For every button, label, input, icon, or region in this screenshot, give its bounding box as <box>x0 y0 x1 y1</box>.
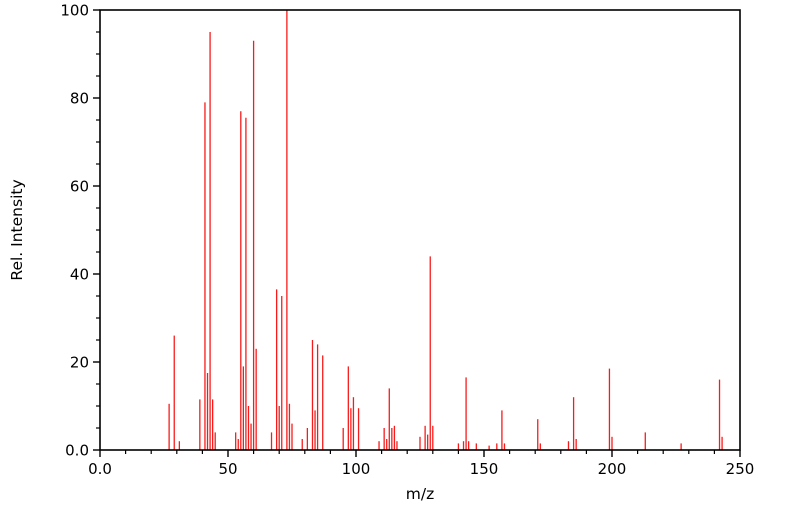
y-tick-label: 100 <box>60 2 89 20</box>
x-tick-label: 50 <box>218 460 237 478</box>
y-tick-label: 20 <box>70 354 89 372</box>
x-tick-label: 0.0 <box>88 460 112 478</box>
y-tick-label: 80 <box>70 90 89 108</box>
peaks-group <box>168 10 723 450</box>
y-tick-label: 0.0 <box>65 442 89 460</box>
plot-frame <box>99 9 741 451</box>
y-axis-label: Rel. Intensity <box>8 179 26 280</box>
x-tick-label: 100 <box>342 460 371 478</box>
y-tick-label: 60 <box>70 178 89 196</box>
x-axis-label: m/z <box>406 485 434 503</box>
x-tick-label: 150 <box>470 460 499 478</box>
chart-dynamic-layer: 0.0 50 100 150 200 250 0.0 20 40 60 80 100 <box>60 2 754 479</box>
y-tick-label: 40 <box>70 266 89 284</box>
x-tick-label: 200 <box>598 460 627 478</box>
x-tick-label: 250 <box>726 460 755 478</box>
